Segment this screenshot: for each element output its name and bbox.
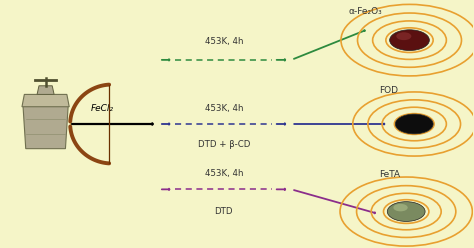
Text: 453K, 4h: 453K, 4h [204, 37, 243, 46]
Circle shape [396, 32, 411, 40]
Text: α-Fe₂O₃: α-Fe₂O₃ [348, 7, 382, 16]
Circle shape [395, 114, 433, 134]
Text: 453K, 4h: 453K, 4h [204, 104, 243, 113]
Text: DTD + β-CD: DTD + β-CD [198, 140, 250, 149]
Polygon shape [23, 104, 68, 149]
Text: 453K, 4h: 453K, 4h [204, 169, 243, 178]
Text: FOD: FOD [379, 86, 398, 95]
Polygon shape [37, 86, 54, 94]
Text: FeTA: FeTA [379, 170, 400, 179]
Polygon shape [22, 94, 69, 107]
Text: FeCl₂: FeCl₂ [91, 104, 114, 113]
Circle shape [387, 202, 425, 221]
Text: DTD: DTD [215, 207, 233, 216]
Circle shape [390, 30, 429, 51]
Circle shape [393, 204, 408, 211]
